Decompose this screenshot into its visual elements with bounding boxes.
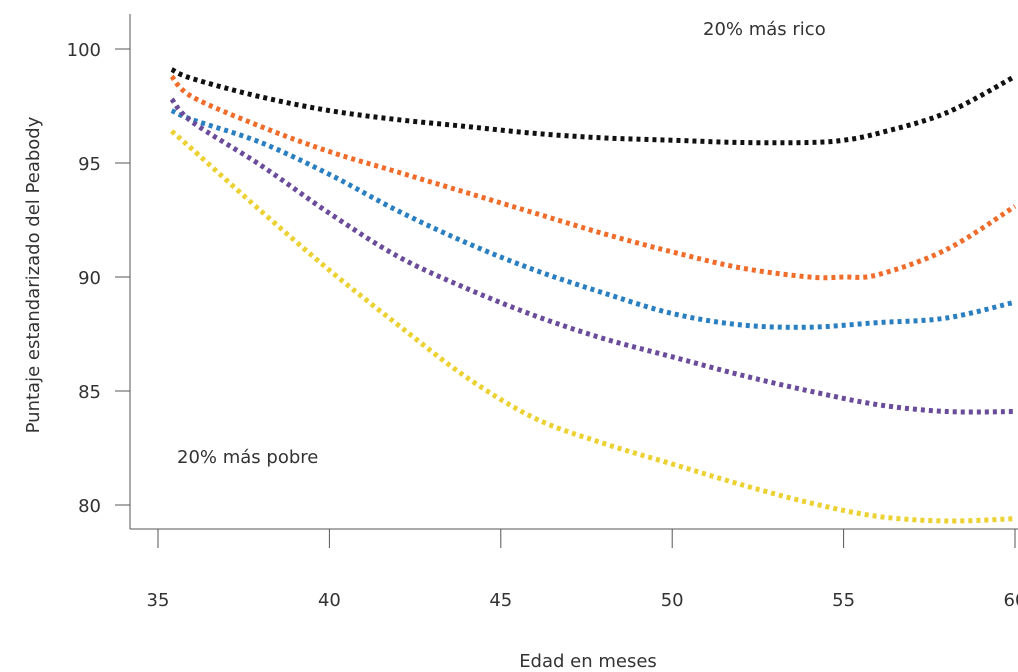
y-tick-label: 100 bbox=[67, 40, 101, 61]
annotation-poorest: 20% más pobre bbox=[177, 447, 318, 468]
x-tick-label: 40 bbox=[318, 590, 341, 611]
x-tick-label: 55 bbox=[832, 590, 855, 611]
y-tick-label: 80 bbox=[78, 496, 101, 517]
y-axis-title: Puntaje estandarizado del Peabody bbox=[23, 116, 44, 433]
x-axis-ticks: 35 40 45 50 55 60 bbox=[147, 529, 1018, 611]
y-tick-label: 95 bbox=[78, 154, 101, 175]
x-tick-label: 35 bbox=[147, 590, 170, 611]
y-axis-ticks: 80 85 90 95 100 bbox=[67, 40, 130, 517]
series-line-2 bbox=[169, 74, 1017, 281]
series-layer bbox=[169, 67, 1017, 524]
y-tick-label: 90 bbox=[78, 268, 101, 289]
x-axis-title: Edad en meses bbox=[519, 651, 657, 672]
x-tick-label: 60 bbox=[1004, 590, 1018, 611]
x-tick-label: 50 bbox=[661, 590, 684, 611]
series-line-4 bbox=[169, 97, 1016, 415]
y-tick-label: 85 bbox=[78, 382, 101, 403]
series-line-1 bbox=[170, 67, 1017, 146]
x-tick-label: 45 bbox=[489, 590, 512, 611]
series-line-5 bbox=[170, 129, 1016, 524]
annotation-richest: 20% más rico bbox=[703, 19, 826, 40]
